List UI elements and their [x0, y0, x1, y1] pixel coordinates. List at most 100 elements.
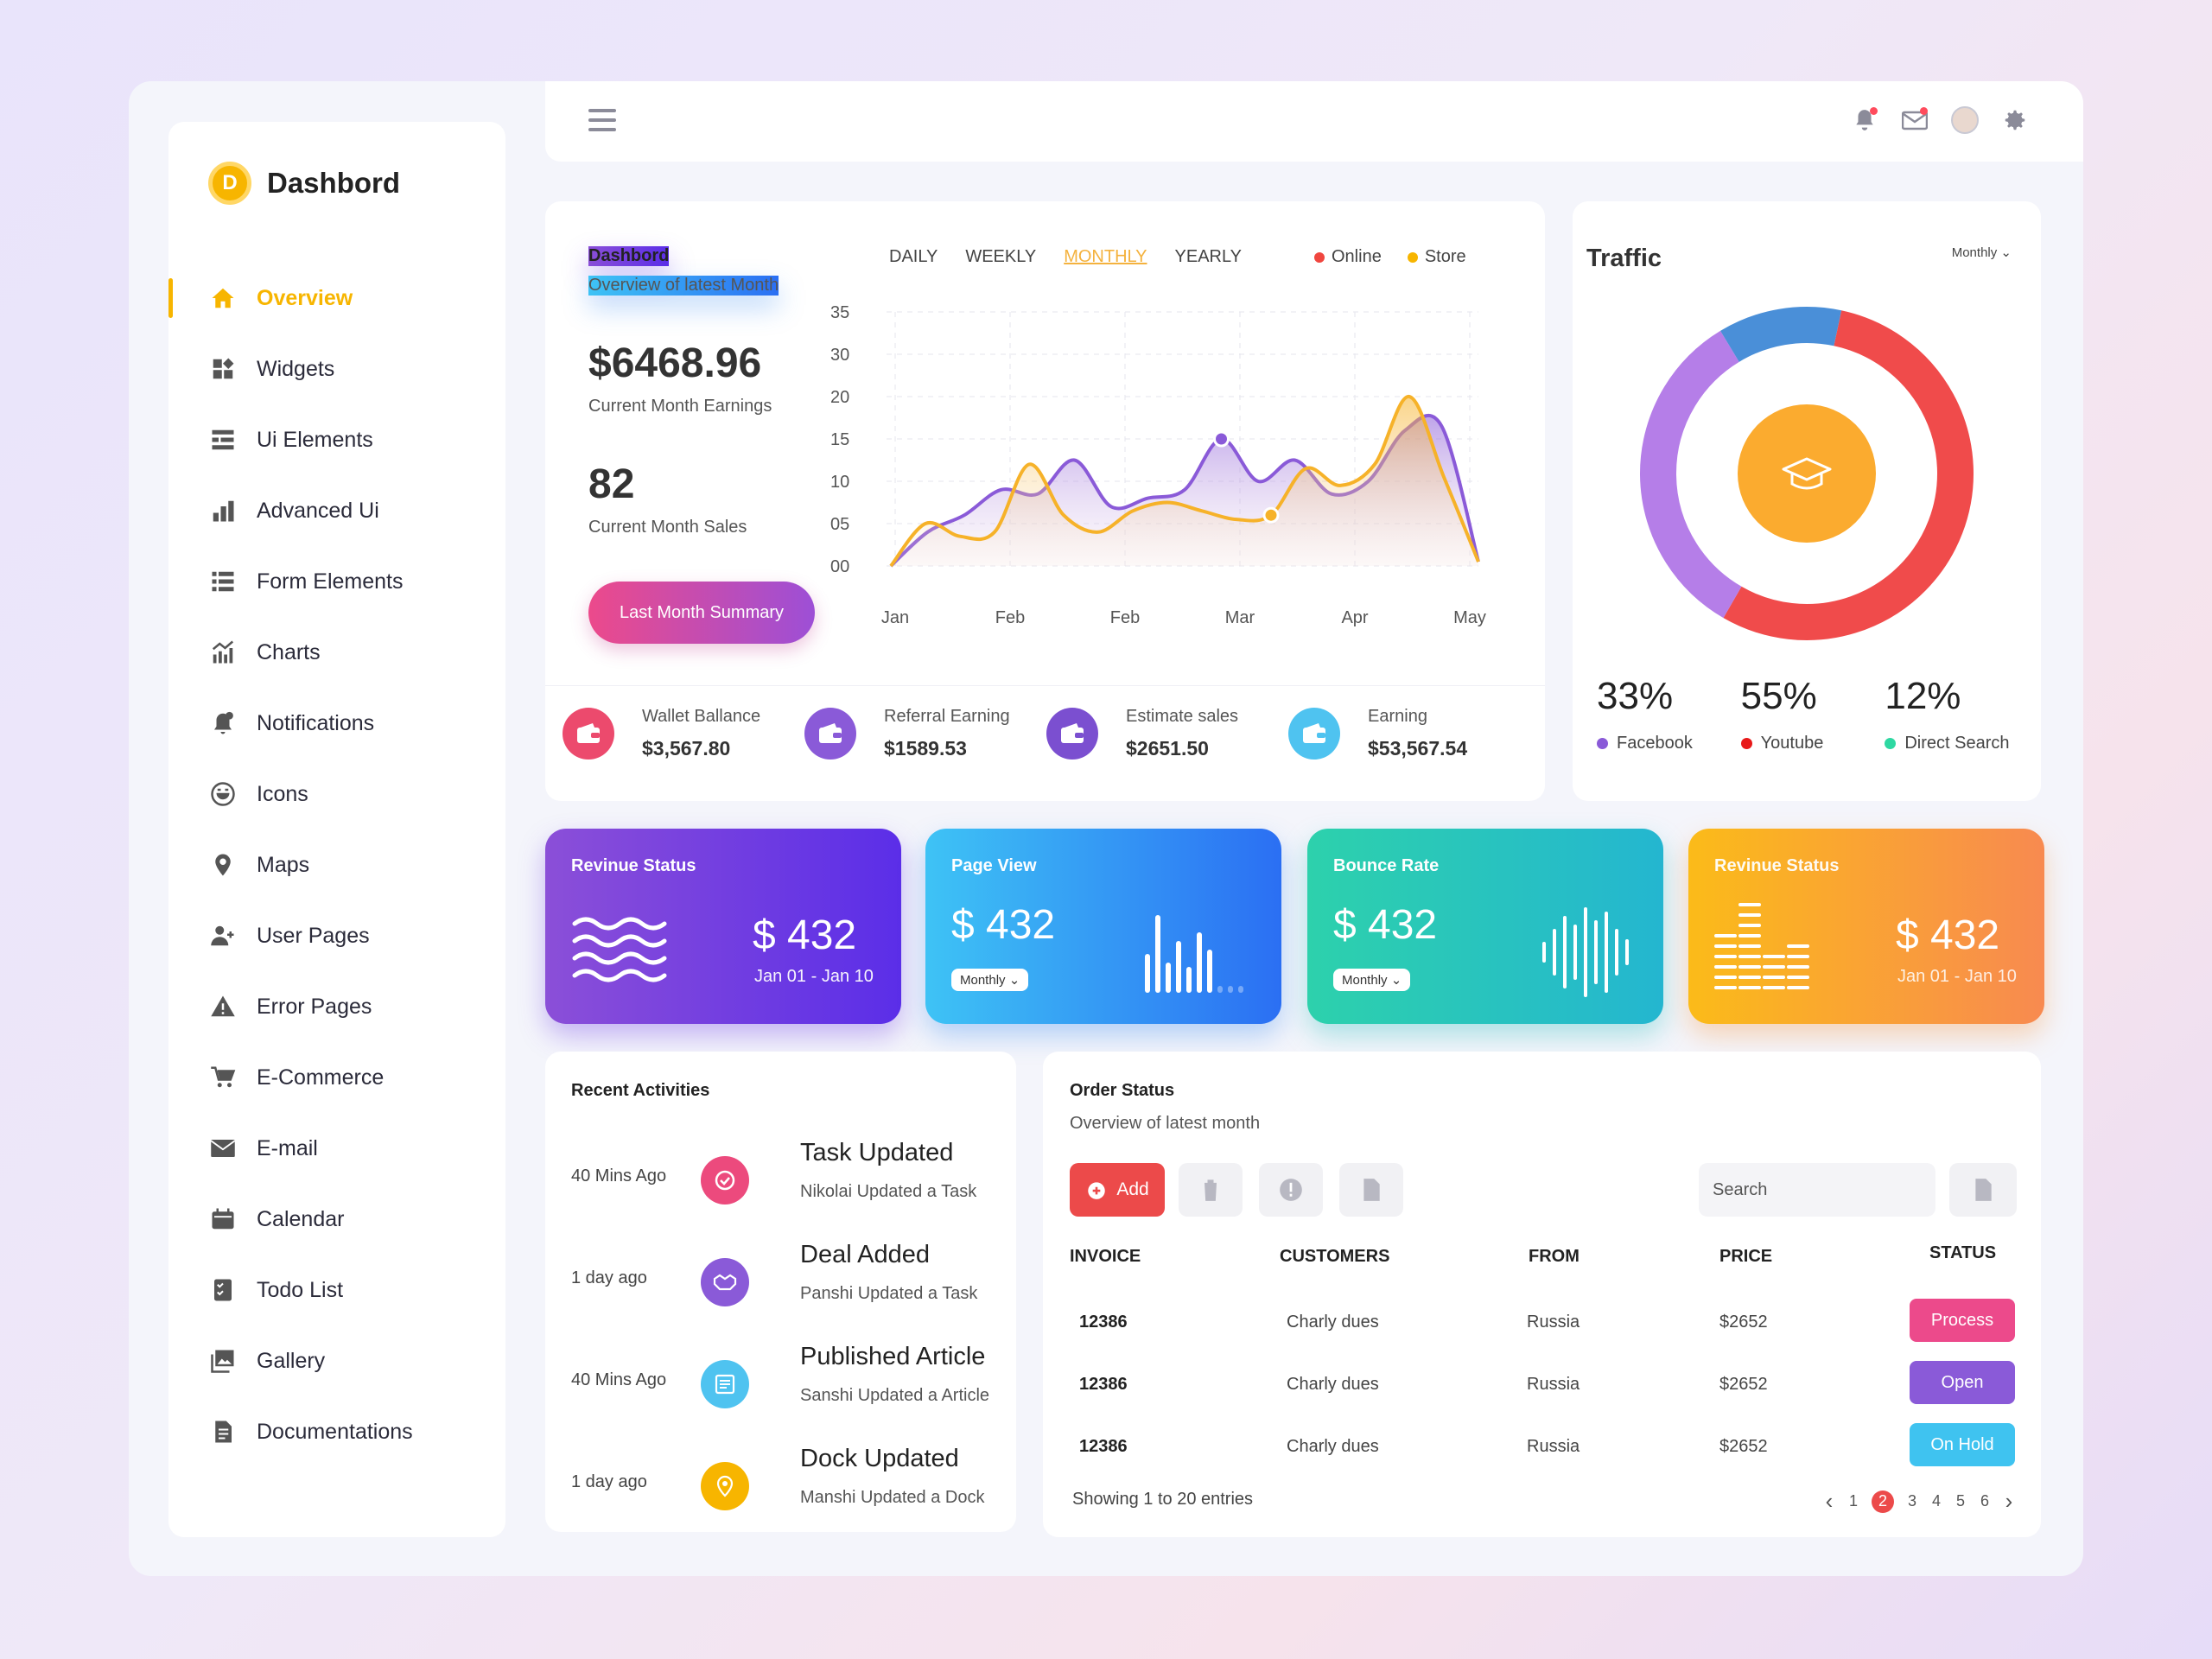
- sound-wave-icon: [1542, 907, 1629, 997]
- traffic-youtube: 55% Youtube: [1740, 675, 1885, 753]
- page-view-tile[interactable]: Page View $ 432 Monthly ⌄: [925, 829, 1281, 1024]
- sidebar-item-e-mail[interactable]: E-mail: [168, 1113, 505, 1184]
- sidebar-item-user-pages[interactable]: User Pages: [168, 900, 505, 971]
- traffic-percent: 55%: [1740, 675, 1817, 717]
- avatar[interactable]: [1950, 105, 1980, 135]
- legend-swatch: [1885, 738, 1897, 749]
- sidebar-item-notifications[interactable]: Notifications: [168, 688, 505, 759]
- page-1[interactable]: 1: [1848, 1492, 1858, 1510]
- user-add-icon: [208, 921, 238, 950]
- sidebar-item-label: Icons: [257, 781, 308, 806]
- sidebar-item-label: Ui Elements: [257, 427, 373, 452]
- tab-weekly[interactable]: WEEKLY: [965, 247, 1037, 266]
- order-status-card: Order Status Overview of latest month Ad…: [1043, 1052, 2041, 1537]
- sidebar-item-icons[interactable]: Icons: [168, 759, 505, 830]
- status-badge[interactable]: Open: [1910, 1361, 2015, 1404]
- add-button[interactable]: Add: [1070, 1163, 1165, 1217]
- delete-button[interactable]: [1179, 1163, 1243, 1217]
- earnings-card: Dashbord Overview of latest Month $6468.…: [545, 201, 1545, 801]
- chart-legend: Online Store: [1314, 247, 1466, 267]
- stat-label: Earning: [1368, 707, 1427, 726]
- donut-slice-direct-search: [1720, 307, 1842, 363]
- tile-range: Jan 01 - Jan 10: [1897, 967, 2017, 986]
- sidebar-item-label: E-mail: [257, 1135, 318, 1160]
- stats-row: Wallet Ballance $3,567.80 Referral Earning…: [563, 707, 1530, 760]
- tab-monthly[interactable]: MONTHLY: [1064, 247, 1147, 266]
- showing-entries: Showing 1 to 20 entries: [1072, 1490, 1254, 1509]
- brand[interactable]: D Dashbord: [208, 162, 400, 205]
- menu-toggle-icon[interactable]: [588, 109, 616, 131]
- tile-amount: $ 432: [1896, 912, 2000, 958]
- sidebar-item-widgets[interactable]: Widgets: [168, 334, 505, 404]
- envelope-icon: [208, 1134, 238, 1163]
- legend-online: Online: [1314, 247, 1382, 267]
- sidebar-item-form-elements[interactable]: Form Elements: [168, 546, 505, 617]
- earnings-subtitle: Overview of latest Month: [588, 276, 779, 296]
- activity-item[interactable]: 40 Mins Ago Published Article Sanshi Updat…: [571, 1338, 1003, 1424]
- tab-daily[interactable]: DAILY: [889, 247, 938, 266]
- activity-description: Panshi Updated a Task: [800, 1284, 978, 1303]
- activity-item[interactable]: 1 day ago Dock Updated Manshi Updated a Do…: [571, 1440, 1003, 1526]
- tile-period-select[interactable]: Monthly ⌄: [951, 969, 1029, 991]
- sidebar-item-overview[interactable]: Overview: [168, 263, 505, 334]
- gear-icon[interactable]: [2000, 105, 2030, 135]
- wallet-icon: [804, 708, 856, 760]
- charts-icon: [208, 638, 238, 667]
- tile-title: Bounce Rate: [1333, 856, 1440, 875]
- prev-page-icon[interactable]: ‹: [1825, 1488, 1834, 1514]
- revenue-status-tile[interactable]: Revinue Status $ 432 Jan 01 - Jan 10: [545, 829, 901, 1024]
- bounce-rate-tile[interactable]: Bounce Rate $ 432 Monthly ⌄: [1307, 829, 1663, 1024]
- sidebar-item-advanced-ui[interactable]: Advanced Ui: [168, 475, 505, 546]
- sidebar-item-label: Charts: [257, 639, 321, 664]
- sidebar-item-label: Gallery: [257, 1348, 326, 1373]
- sidebar-item-charts[interactable]: Charts: [168, 617, 505, 688]
- x-tick-label: May: [1453, 608, 1486, 627]
- sidebar-item-label: E-Commerce: [257, 1065, 385, 1090]
- activity-item[interactable]: 40 Mins Ago Task Updated Nikolai Updated a…: [571, 1134, 1003, 1220]
- page-2[interactable]: 2: [1872, 1490, 1894, 1513]
- next-page-icon[interactable]: ›: [2005, 1488, 2013, 1514]
- tab-yearly[interactable]: YEARLY: [1174, 247, 1242, 266]
- stat-value: $1589.53: [884, 737, 967, 760]
- sidebar-item-ui-elements[interactable]: Ui Elements: [168, 404, 505, 475]
- page-4[interactable]: 4: [1931, 1492, 1941, 1510]
- period-tabs: DAILY WEEKLY MONTHLY YEARLY: [889, 247, 1242, 267]
- tile-period-select[interactable]: Monthly ⌄: [1333, 969, 1411, 991]
- traffic-period-select[interactable]: Monthly ⌄: [1951, 245, 2012, 260]
- file-button[interactable]: [1339, 1163, 1403, 1217]
- revenue-status-tile-2[interactable]: Revinue Status $ 432 Jan 01 - Jan 10: [1688, 829, 2044, 1024]
- earnings-title: Dashbord: [588, 246, 670, 266]
- sidebar-item-gallery[interactable]: Gallery: [168, 1325, 505, 1396]
- bell-icon[interactable]: [1850, 105, 1879, 135]
- legend-swatch: [1740, 738, 1752, 749]
- activity-time: 1 day ago: [571, 1472, 647, 1491]
- calendar-icon: [208, 1205, 238, 1234]
- status-badge[interactable]: Process: [1910, 1299, 2015, 1342]
- handshake-icon: [701, 1258, 749, 1306]
- sidebar-item-todo-list[interactable]: Todo List: [168, 1255, 505, 1325]
- sidebar-item-calendar[interactable]: Calendar: [168, 1184, 505, 1255]
- sidebar-item-e-commerce[interactable]: E-Commerce: [168, 1042, 505, 1113]
- order-search-input[interactable]: [1699, 1163, 1936, 1217]
- y-tick-label: 35: [830, 303, 849, 322]
- page-3[interactable]: 3: [1907, 1492, 1916, 1510]
- activity-time: 1 day ago: [571, 1268, 647, 1287]
- status-badge[interactable]: On Hold: [1910, 1423, 2015, 1466]
- export-button[interactable]: [1949, 1163, 2017, 1217]
- document-icon: [208, 1417, 238, 1446]
- sidebar-item-error-pages[interactable]: Error Pages: [168, 971, 505, 1042]
- last-month-summary-button[interactable]: Last Month Summary: [588, 582, 815, 644]
- recent-activities-card: Recent Activities 40 Mins Ago Task Update…: [545, 1052, 1016, 1532]
- info-button[interactable]: [1259, 1163, 1323, 1217]
- sidebar-item-documentations[interactable]: Documentations: [168, 1396, 505, 1467]
- page-6[interactable]: 6: [1980, 1492, 1989, 1510]
- column-header-from: FROM: [1529, 1247, 1580, 1266]
- y-tick-label: 10: [830, 473, 849, 492]
- activity-item[interactable]: 1 day ago Deal Added Panshi Updated a Task: [571, 1236, 1003, 1322]
- page-5[interactable]: 5: [1955, 1492, 1965, 1510]
- donut-slice-facebook: [1640, 330, 1742, 619]
- sidebar-item-maps[interactable]: Maps: [168, 830, 505, 900]
- mail-icon[interactable]: [1900, 105, 1929, 135]
- traffic-percent: 33%: [1597, 675, 1674, 717]
- traffic-label: Youtube: [1760, 734, 1824, 753]
